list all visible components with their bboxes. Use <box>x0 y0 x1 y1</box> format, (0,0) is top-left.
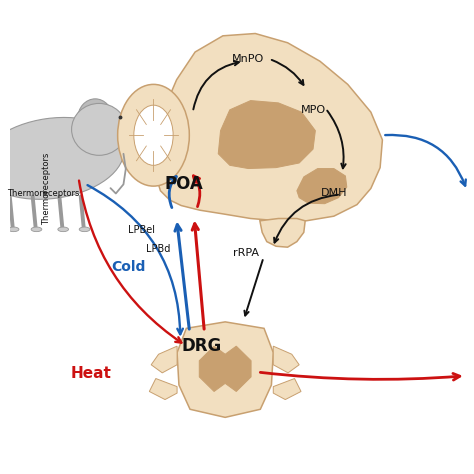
Text: LPBel: LPBel <box>128 225 155 235</box>
Polygon shape <box>151 346 177 373</box>
Text: LPBd: LPBd <box>146 244 170 254</box>
Ellipse shape <box>0 118 124 199</box>
Ellipse shape <box>8 227 19 232</box>
Text: rRPA: rRPA <box>233 248 259 258</box>
Ellipse shape <box>31 227 42 232</box>
Text: Thermoreceptors: Thermoreceptors <box>42 152 51 225</box>
Text: MnPO: MnPO <box>232 54 264 64</box>
Polygon shape <box>273 379 301 400</box>
Text: Thermoreceptors: Thermoreceptors <box>7 189 80 198</box>
Ellipse shape <box>118 84 189 186</box>
Text: POA: POA <box>164 175 203 193</box>
Polygon shape <box>218 100 315 169</box>
Text: DRG: DRG <box>182 337 222 355</box>
Text: Cold: Cold <box>111 260 145 274</box>
Polygon shape <box>154 34 383 221</box>
Polygon shape <box>273 346 299 373</box>
Polygon shape <box>177 322 273 418</box>
Ellipse shape <box>78 99 113 138</box>
Polygon shape <box>199 346 251 392</box>
Polygon shape <box>149 379 177 400</box>
Ellipse shape <box>79 227 90 232</box>
Ellipse shape <box>58 227 69 232</box>
Polygon shape <box>260 219 305 247</box>
Polygon shape <box>297 169 347 204</box>
Text: DMH: DMH <box>320 188 347 198</box>
Text: Heat: Heat <box>71 366 111 381</box>
Text: MPO: MPO <box>301 105 326 115</box>
Ellipse shape <box>134 105 173 165</box>
Ellipse shape <box>72 103 127 155</box>
